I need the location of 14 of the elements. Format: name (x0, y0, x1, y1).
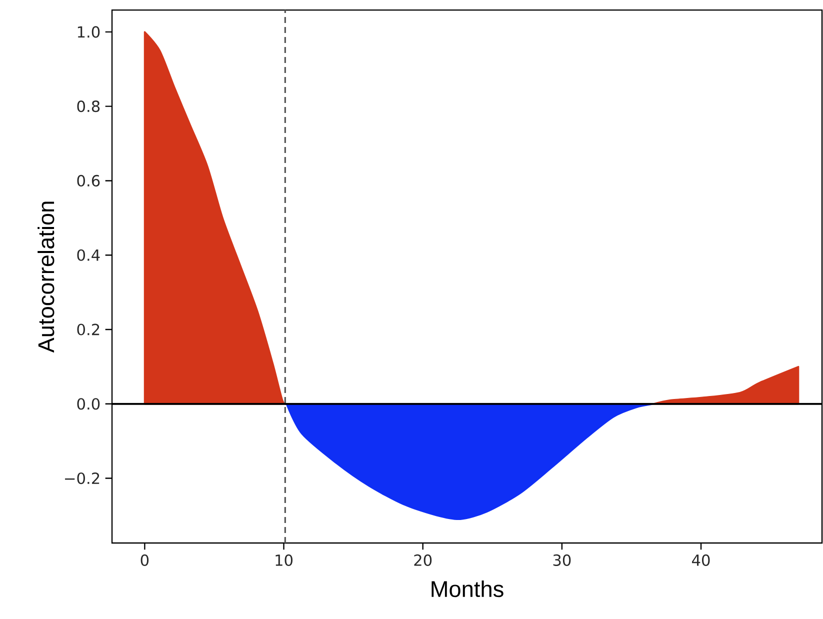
x-tick-label: 0 (140, 554, 149, 566)
x-tick-label: 40 (692, 554, 710, 566)
y-axis-title: Autocorrelation (38, 202, 54, 353)
y-tick-label: 0.4 (77, 249, 100, 261)
x-tick-label: 30 (553, 554, 571, 566)
y-tick-label: 0.6 (77, 174, 100, 187)
x-tick-label: 10 (276, 554, 293, 566)
y-tick-label: −0.2 (65, 472, 100, 484)
x-axis-title: Months (432, 580, 504, 598)
y-tick-label: 0.2 (77, 324, 100, 336)
x-tick-label: 20 (414, 554, 432, 566)
y-tick-label: 1.0 (78, 26, 100, 38)
y-tick-label: 0.8 (77, 100, 100, 112)
y-tick-label: 0.0 (77, 398, 100, 410)
